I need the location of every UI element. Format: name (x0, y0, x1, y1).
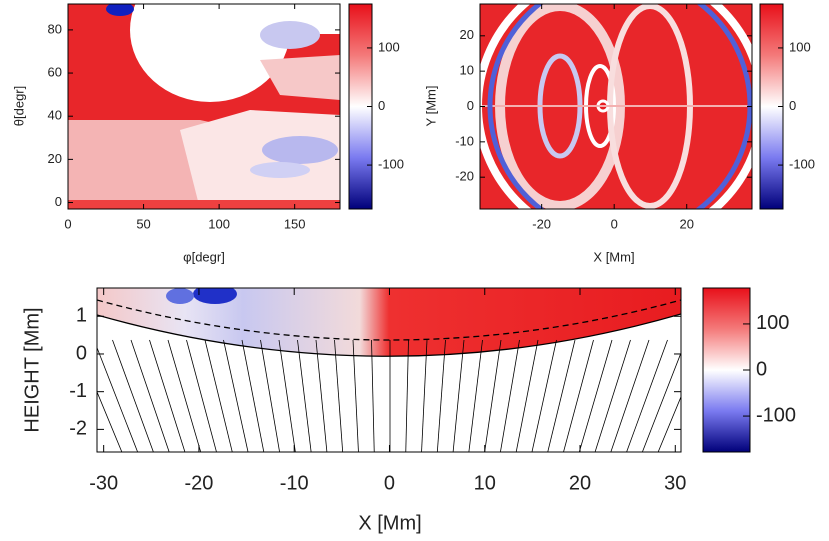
field-line (610, 339, 650, 452)
y-tick-label: -1 (69, 380, 87, 402)
x-tick-label: 30 (664, 472, 686, 494)
y-tick-label: 1 (76, 305, 87, 327)
field-line (112, 339, 154, 452)
y-tick-label: -10 (455, 133, 474, 148)
field-line (452, 339, 465, 452)
x-tick-label: -10 (280, 472, 309, 494)
plot-frame (67, 3, 341, 210)
field-line (484, 339, 502, 452)
field-line (626, 339, 668, 452)
y-tick-label: 20 (460, 27, 474, 42)
x-axis-label: X [Mm] (593, 249, 634, 264)
field-line (241, 339, 265, 452)
y-tick-label: 0 (467, 98, 474, 113)
y-tick-label: -2 (69, 418, 87, 440)
heatmap-field (480, 4, 752, 209)
field-line (130, 339, 170, 452)
field-line (297, 339, 312, 452)
field-line (405, 339, 409, 452)
field-line (371, 339, 375, 452)
field-line (97, 390, 123, 452)
y-tick-label: 20 (48, 151, 62, 166)
field-line (149, 339, 186, 452)
x-tick-label: 150 (284, 216, 306, 231)
colorbar-tick-label: 100 (378, 39, 400, 54)
x-tick-label: 100 (208, 216, 230, 231)
x-tick-label: 0 (64, 216, 71, 231)
colorbar-tick-label: 0 (789, 98, 796, 113)
x-tick-label: -30 (89, 472, 118, 494)
field-line (578, 339, 613, 452)
field-line (594, 339, 631, 452)
y-axis-label: θ[degr] (11, 86, 26, 126)
field-line (515, 339, 539, 452)
colorbar (702, 287, 751, 453)
y-axis-label: HEIGHT [Mm] (21, 307, 43, 432)
colorbar-tick-label: 100 (789, 39, 811, 54)
field-line (531, 339, 557, 452)
field-line (315, 339, 328, 452)
colorbar-tick-label: -100 (756, 404, 796, 426)
x-tick-label: -20 (184, 472, 213, 494)
field-line (500, 339, 520, 452)
field-line (278, 339, 296, 452)
y-tick-label: -20 (455, 169, 474, 184)
heatmap-field (68, 4, 340, 209)
field-line (223, 339, 249, 452)
field-line (352, 339, 359, 452)
x-tick-label: 0 (611, 216, 618, 231)
field-line (421, 339, 428, 452)
field-line (260, 339, 280, 452)
x-tick-label: -20 (532, 216, 551, 231)
x-axis-label: X [Mm] (358, 512, 421, 534)
x-tick-label: 20 (569, 472, 591, 494)
field-line (97, 346, 139, 452)
field-line (334, 339, 344, 452)
colorbar-tick-label: 0 (378, 98, 385, 113)
x-axis-label: φ[degr] (183, 249, 225, 264)
x-tick-label: 50 (136, 216, 150, 231)
field-line (657, 395, 681, 452)
x-tick-label: 20 (679, 216, 693, 231)
field-line (186, 339, 217, 452)
field-line (641, 351, 681, 452)
x-tick-label: 0 (384, 472, 395, 494)
y-tick-label: 40 (48, 108, 62, 123)
field-line (563, 339, 594, 452)
field-line (167, 339, 202, 452)
field-line (468, 339, 483, 452)
colorbar-tick-label: 0 (756, 358, 767, 380)
y-tick-label: 0 (55, 194, 62, 209)
y-tick-label: 0 (76, 342, 87, 364)
field-line (436, 339, 446, 452)
field-line (204, 339, 233, 452)
colorbar-tick-label: -100 (378, 157, 404, 172)
y-tick-label: 60 (48, 64, 62, 79)
y-tick-label: 10 (460, 63, 474, 78)
colorbar-tick-label: 100 (756, 312, 789, 334)
y-tick-label: 80 (48, 21, 62, 36)
colorbar-tick-label: -100 (789, 157, 815, 172)
heatmap-field (97, 288, 681, 452)
y-axis-label: Y [Mm] (423, 86, 438, 127)
field-line (547, 339, 576, 452)
x-tick-label: 10 (474, 472, 496, 494)
